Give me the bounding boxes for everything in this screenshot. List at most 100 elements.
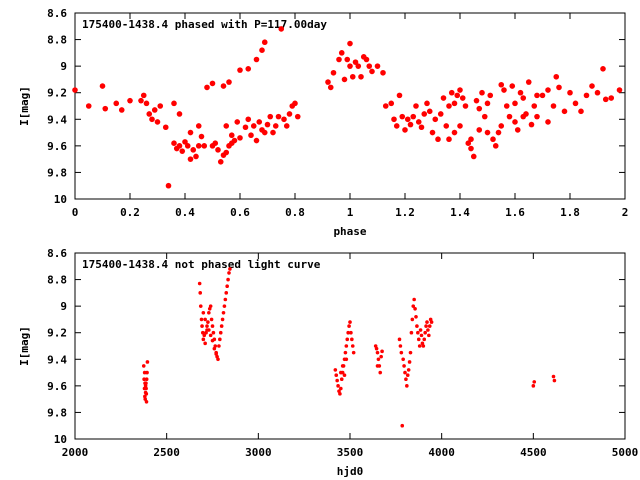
y-tick-label: 9.6: [47, 380, 67, 393]
data-point: [506, 113, 513, 120]
data-point: [187, 129, 194, 136]
data-point: [512, 119, 518, 125]
data-point: [223, 297, 228, 302]
data-point: [336, 384, 340, 388]
data-point: [399, 350, 404, 355]
data-point: [195, 123, 202, 129]
data-point: [514, 127, 521, 133]
data-point: [435, 136, 441, 143]
data-point: [396, 92, 403, 99]
data-point: [198, 291, 203, 295]
y-tick-label: 9.8: [47, 406, 67, 419]
data-point: [347, 40, 353, 47]
data-point: [198, 133, 205, 140]
data-point: [85, 103, 92, 109]
data-point: [616, 87, 623, 93]
data-point: [414, 314, 418, 319]
data-point: [200, 324, 204, 328]
data-point: [531, 103, 538, 109]
data-point: [145, 360, 150, 364]
data-point: [214, 352, 218, 356]
data-point: [525, 79, 532, 85]
data-point: [182, 139, 188, 145]
data-point: [237, 67, 243, 73]
data-point: [427, 324, 432, 328]
data-point: [222, 304, 227, 308]
data-point: [275, 113, 282, 120]
data-point: [141, 364, 146, 368]
data-point: [340, 364, 345, 368]
data-point: [333, 368, 338, 372]
data-point: [216, 357, 220, 362]
data-point: [338, 50, 345, 56]
data-point: [454, 92, 461, 99]
data-point: [391, 116, 397, 123]
data-point: [421, 344, 426, 348]
data-point: [154, 119, 161, 125]
data-point: [248, 132, 254, 139]
data-point: [388, 100, 395, 107]
data-point: [402, 364, 406, 368]
data-point: [432, 116, 439, 123]
data-point: [408, 350, 413, 355]
data-point: [347, 324, 351, 328]
data-point: [492, 143, 499, 149]
data-point: [349, 330, 353, 335]
data-point: [561, 108, 568, 115]
data-point: [327, 84, 334, 91]
data-point: [427, 333, 431, 338]
chart-title: 175400-1438.4 phased with P=117.00day: [82, 18, 327, 31]
data-point: [403, 370, 407, 375]
data-point: [138, 97, 144, 104]
data-point: [346, 330, 350, 335]
x-tick-label: 2: [622, 206, 629, 219]
data-point: [219, 324, 224, 328]
y-tick-label: 9.4: [47, 353, 67, 366]
data-point: [142, 377, 146, 382]
data-point: [378, 370, 383, 375]
data-point: [256, 119, 263, 125]
data-point: [380, 69, 386, 76]
data-point: [143, 100, 150, 107]
data-point: [600, 66, 606, 72]
data-point: [567, 89, 573, 96]
data-point: [211, 330, 216, 335]
data-point: [411, 304, 416, 308]
data-point: [245, 116, 252, 123]
data-point: [501, 87, 507, 93]
data-point: [429, 320, 434, 324]
data-point: [416, 330, 420, 335]
data-point: [200, 330, 205, 335]
data-point: [422, 337, 427, 342]
data-point: [195, 143, 202, 149]
data-point: [281, 116, 287, 123]
data-point: [143, 394, 147, 399]
data-point: [223, 149, 230, 156]
data-point: [512, 100, 518, 107]
data-point: [517, 89, 524, 96]
data-point: [457, 87, 463, 93]
data-point: [217, 344, 221, 348]
data-point: [528, 121, 535, 128]
data-point: [209, 80, 216, 87]
data-point: [418, 328, 423, 332]
data-point: [451, 100, 458, 107]
data-point: [476, 105, 483, 112]
data-point: [151, 107, 158, 113]
data-point: [556, 84, 562, 91]
y-axis-label: I[mag]: [18, 326, 31, 366]
x-tick-label: 4000: [428, 446, 455, 459]
data-point: [457, 123, 463, 129]
data-point: [171, 100, 177, 107]
data-point: [348, 320, 352, 324]
data-point: [206, 320, 210, 324]
data-point: [413, 103, 419, 109]
data-point: [418, 124, 425, 131]
data-point: [410, 317, 415, 322]
data-point: [509, 83, 516, 89]
data-point: [227, 271, 231, 275]
y-tick-label: 9: [60, 60, 67, 73]
data-point: [190, 147, 197, 153]
data-point: [551, 374, 556, 379]
